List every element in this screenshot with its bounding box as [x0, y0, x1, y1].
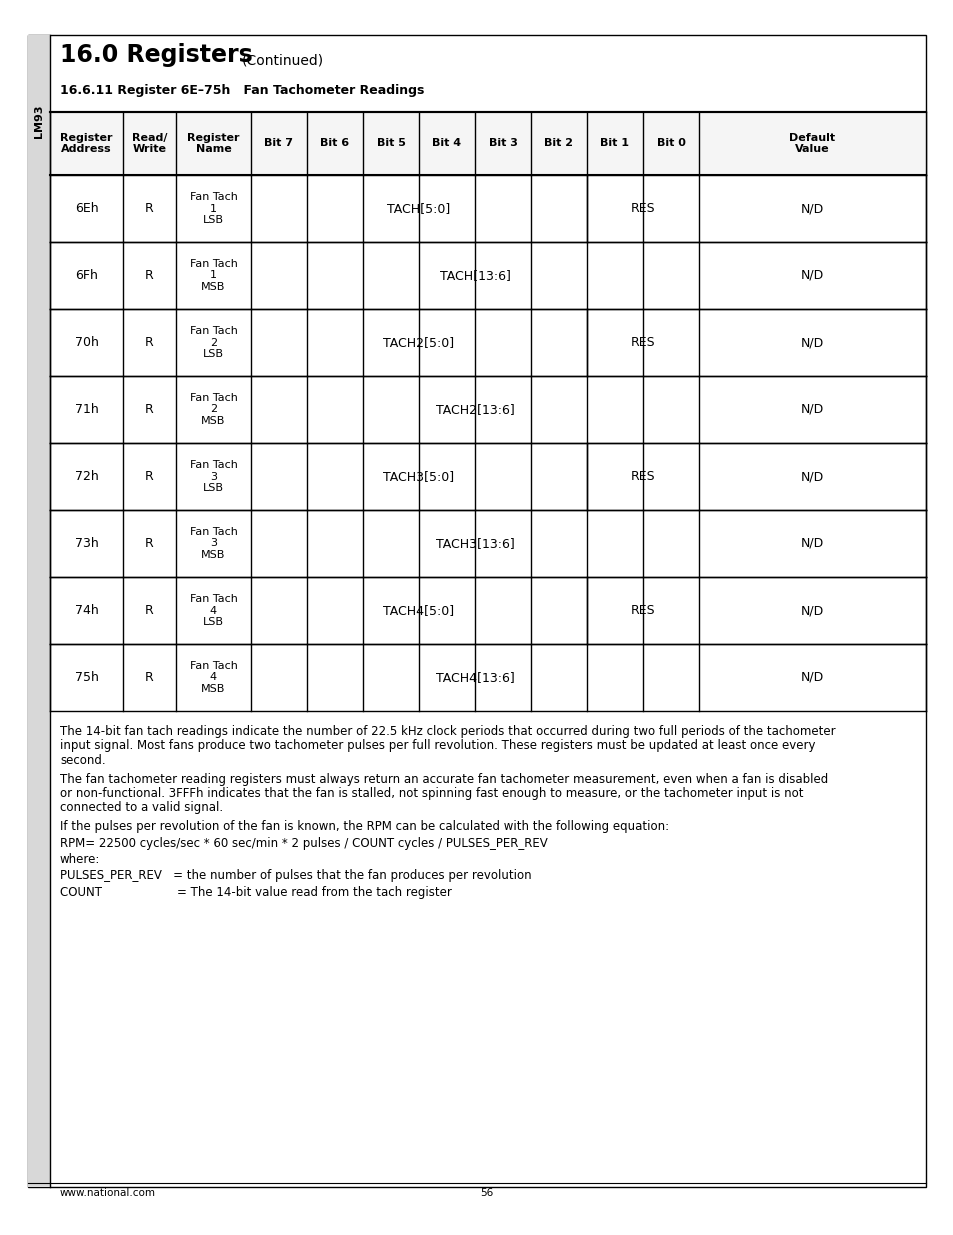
Text: N/D: N/D: [800, 537, 823, 550]
Text: RES: RES: [630, 604, 655, 618]
Text: R: R: [145, 471, 153, 483]
Text: 70h: 70h: [74, 336, 98, 350]
Text: Fan Tach
2
MSB: Fan Tach 2 MSB: [190, 393, 237, 426]
Text: TACH2[13:6]: TACH2[13:6]: [436, 403, 514, 416]
Text: TACH[5:0]: TACH[5:0]: [387, 203, 450, 215]
Text: or non-functional. 3FFFh indicates that the fan is stalled, not spinning fast en: or non-functional. 3FFFh indicates that …: [60, 787, 802, 800]
Bar: [50, 112, 925, 175]
Text: Register
Name: Register Name: [187, 132, 239, 154]
Text: 16.6.11 Register 6E–75h   Fan Tachometer Readings: 16.6.11 Register 6E–75h Fan Tachometer R…: [60, 84, 424, 98]
Text: Default
Value: Default Value: [789, 132, 835, 154]
Text: Fan Tach
4
LSB: Fan Tach 4 LSB: [190, 594, 237, 627]
Text: RES: RES: [630, 471, 655, 483]
Bar: [28, 35, 50, 1187]
Text: R: R: [145, 203, 153, 215]
Text: R: R: [145, 269, 153, 282]
Text: RES: RES: [630, 203, 655, 215]
Text: N/D: N/D: [800, 269, 823, 282]
Text: Fan Tach
3
MSB: Fan Tach 3 MSB: [190, 527, 237, 561]
Text: Bit 6: Bit 6: [320, 138, 349, 148]
Text: TACH[13:6]: TACH[13:6]: [439, 269, 510, 282]
Text: Bit 0: Bit 0: [656, 138, 684, 148]
Text: RPM= 22500 cycles/sec * 60 sec/min * 2 pulses / COUNT cycles / PULSES_PER_REV: RPM= 22500 cycles/sec * 60 sec/min * 2 p…: [60, 836, 547, 850]
Text: 75h: 75h: [74, 671, 98, 684]
Text: 56: 56: [480, 1188, 493, 1198]
Text: 6Fh: 6Fh: [75, 269, 98, 282]
Text: R: R: [145, 537, 153, 550]
Text: Fan Tach
4
MSB: Fan Tach 4 MSB: [190, 661, 237, 694]
Text: second.: second.: [60, 755, 106, 767]
Text: N/D: N/D: [800, 604, 823, 618]
Text: Read/
Write: Read/ Write: [132, 132, 167, 154]
Text: RES: RES: [630, 336, 655, 350]
Text: TACH2[5:0]: TACH2[5:0]: [383, 336, 454, 350]
Text: Fan Tach
3
LSB: Fan Tach 3 LSB: [190, 459, 237, 493]
Text: R: R: [145, 403, 153, 416]
Text: PULSES_PER_REV   = the number of pulses that the fan produces per revolution: PULSES_PER_REV = the number of pulses th…: [60, 869, 531, 883]
Text: www.national.com: www.national.com: [60, 1188, 156, 1198]
Text: (Continued): (Continued): [242, 53, 324, 67]
Text: input signal. Most fans produce two tachometer pulses per full revolution. These: input signal. Most fans produce two tach…: [60, 740, 815, 752]
Text: 71h: 71h: [74, 403, 98, 416]
Text: 16.0 Registers: 16.0 Registers: [60, 43, 253, 67]
Text: Fan Tach
1
LSB: Fan Tach 1 LSB: [190, 191, 237, 225]
Text: R: R: [145, 336, 153, 350]
Text: TACH4[13:6]: TACH4[13:6]: [436, 671, 514, 684]
Text: 74h: 74h: [74, 604, 98, 618]
Text: Bit 5: Bit 5: [376, 138, 405, 148]
Text: Bit 3: Bit 3: [488, 138, 517, 148]
Text: Fan Tach
1
MSB: Fan Tach 1 MSB: [190, 259, 237, 293]
Text: N/D: N/D: [800, 336, 823, 350]
Text: Bit 4: Bit 4: [432, 138, 461, 148]
Text: N/D: N/D: [800, 203, 823, 215]
Text: Bit 2: Bit 2: [544, 138, 573, 148]
Text: The 14-bit fan tach readings indicate the number of 22.5 kHz clock periods that : The 14-bit fan tach readings indicate th…: [60, 725, 835, 739]
Text: 72h: 72h: [74, 471, 98, 483]
Text: The fan tachometer reading registers must always return an accurate fan tachomet: The fan tachometer reading registers mus…: [60, 773, 827, 785]
Text: If the pulses per revolution of the fan is known, the RPM can be calculated with: If the pulses per revolution of the fan …: [60, 820, 668, 832]
Text: COUNT                    = The 14-bit value read from the tach register: COUNT = The 14-bit value read from the t…: [60, 885, 452, 899]
Text: 6Eh: 6Eh: [74, 203, 98, 215]
Text: N/D: N/D: [800, 471, 823, 483]
Text: Bit 1: Bit 1: [599, 138, 629, 148]
Text: connected to a valid signal.: connected to a valid signal.: [60, 802, 223, 815]
Text: Fan Tach
2
LSB: Fan Tach 2 LSB: [190, 326, 237, 359]
Text: N/D: N/D: [800, 671, 823, 684]
Text: R: R: [145, 671, 153, 684]
Text: TACH4[5:0]: TACH4[5:0]: [383, 604, 454, 618]
Text: where:: where:: [60, 853, 100, 866]
Text: TACH3[5:0]: TACH3[5:0]: [383, 471, 454, 483]
Text: Register
Address: Register Address: [60, 132, 112, 154]
Text: TACH3[13:6]: TACH3[13:6]: [436, 537, 514, 550]
Text: LM93: LM93: [34, 105, 44, 138]
Text: Bit 7: Bit 7: [264, 138, 294, 148]
Text: 73h: 73h: [74, 537, 98, 550]
Text: R: R: [145, 604, 153, 618]
Text: N/D: N/D: [800, 403, 823, 416]
